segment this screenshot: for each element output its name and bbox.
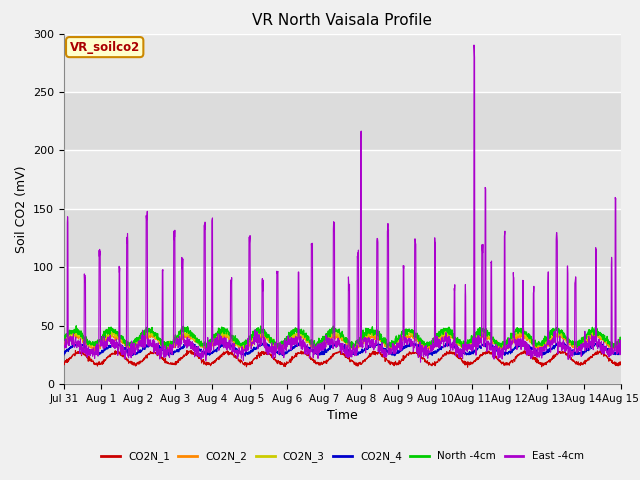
- Bar: [64, 92, 621, 150]
- Bar: [64, 325, 621, 384]
- Legend: CO2N_1, CO2N_2, CO2N_3, CO2N_4, North -4cm, East -4cm: CO2N_1, CO2N_2, CO2N_3, CO2N_4, North -4…: [97, 447, 588, 467]
- X-axis label: Time: Time: [327, 409, 358, 422]
- Title: VR North Vaisala Profile: VR North Vaisala Profile: [252, 13, 433, 28]
- Bar: [64, 34, 621, 92]
- Text: VR_soilco2: VR_soilco2: [70, 41, 140, 54]
- Bar: [64, 267, 621, 325]
- Bar: [64, 209, 621, 267]
- Bar: [64, 150, 621, 209]
- Y-axis label: Soil CO2 (mV): Soil CO2 (mV): [15, 165, 28, 252]
